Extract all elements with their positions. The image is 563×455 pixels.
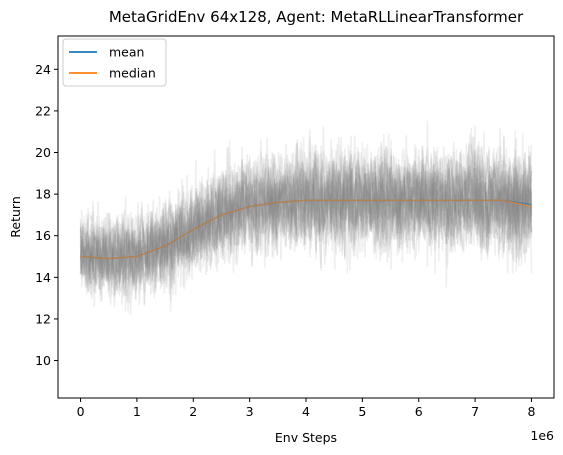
chart-title: MetaGridEnv 64x128, Agent: MetaRLLinearT… (109, 8, 524, 26)
background-run-line (79, 149, 533, 297)
legend-box (62, 38, 167, 87)
y-tick-label: 24 (35, 62, 51, 77)
background-run-line (79, 125, 533, 304)
background-run-line (79, 135, 533, 312)
background-run-line (79, 142, 533, 297)
background-run-line (79, 139, 533, 295)
x-tick-label: 1 (133, 404, 141, 419)
background-run-line (79, 135, 533, 286)
y-axis-ticks: 10 12 14 16 18 20 22 24 (35, 62, 58, 368)
background-run-line (79, 141, 533, 299)
x-tick-label: 7 (471, 404, 479, 419)
background-run-line (79, 136, 533, 290)
background-run-line (79, 151, 533, 303)
x-tick-label: 0 (77, 404, 85, 419)
background-runs (79, 120, 533, 316)
y-axis-label: Return (8, 196, 23, 237)
background-run-line (79, 127, 533, 291)
background-run-line (79, 125, 533, 280)
background-run-line (79, 120, 533, 289)
x-axis-ticks: 0 1 2 3 4 5 6 7 8 (77, 398, 535, 419)
x-tick-label: 5 (358, 404, 366, 419)
x-tick-label: 3 (246, 404, 254, 419)
background-run-line (79, 153, 533, 305)
y-tick-label: 16 (35, 228, 51, 243)
background-run-line (79, 131, 533, 296)
background-run-line (79, 136, 533, 286)
series-line-median (80, 199, 532, 260)
y-tick-label: 22 (35, 103, 51, 118)
x-tick-label: 8 (527, 404, 535, 419)
background-run-line (79, 129, 533, 297)
background-run-line (79, 145, 533, 294)
x-axis-label: Env Steps (275, 430, 337, 445)
background-run-line (79, 149, 533, 308)
background-run-line (79, 151, 533, 314)
background-run-line (79, 152, 533, 303)
background-run-line (79, 152, 533, 296)
background-run-line (79, 135, 533, 296)
y-tick-label: 18 (35, 187, 51, 202)
x-axis-offset-label: 1e6 (530, 428, 554, 443)
y-tick-label: 20 (35, 145, 51, 160)
legend-label-mean: mean (109, 45, 144, 60)
series-lines (80, 199, 532, 260)
background-run-line (79, 144, 533, 296)
legend-label-median: median (109, 66, 156, 81)
legend: mean median (62, 38, 167, 87)
y-tick-label: 12 (35, 311, 51, 326)
x-tick-label: 2 (189, 404, 197, 419)
y-tick-label: 10 (35, 353, 51, 368)
x-tick-label: 4 (302, 404, 310, 419)
background-run-line (79, 150, 533, 307)
x-tick-label: 6 (415, 404, 423, 419)
y-tick-label: 14 (35, 270, 51, 285)
